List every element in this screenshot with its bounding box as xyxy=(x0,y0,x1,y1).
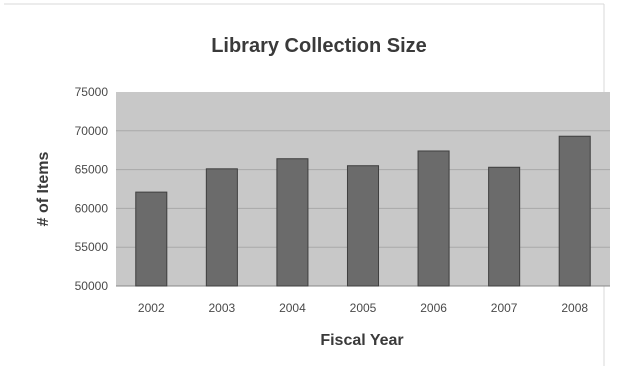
x-tick-label: 2008 xyxy=(561,301,588,315)
y-tick-label: 75000 xyxy=(75,85,109,99)
y-axis-tick-labels: 50000 55000 60000 65000 70000 75000 xyxy=(75,85,109,293)
chart-title: Library Collection Size xyxy=(211,35,427,57)
x-axis-title: Fiscal Year xyxy=(320,332,403,349)
y-axis-title: # of Items xyxy=(35,152,52,227)
y-tick-label: 60000 xyxy=(75,201,109,215)
x-tick-label: 2006 xyxy=(420,301,447,315)
bar-2004 xyxy=(276,158,309,287)
bar-2003 xyxy=(205,168,238,287)
x-tick-label: 2005 xyxy=(350,301,377,315)
bar-2006 xyxy=(417,150,450,287)
x-tick-label: 2002 xyxy=(138,301,165,315)
bar-2002 xyxy=(135,191,168,287)
x-tick-label: 2007 xyxy=(491,301,518,315)
y-tick-label: 50000 xyxy=(75,279,109,293)
bar-2005 xyxy=(346,165,380,287)
bar-2008 xyxy=(558,135,591,287)
x-tick-label: 2003 xyxy=(209,301,236,315)
bar-2007 xyxy=(488,166,521,287)
bars xyxy=(135,135,591,287)
y-tick-label: 70000 xyxy=(75,124,109,138)
x-axis-tick-labels: 2002 2003 2004 2005 2006 2007 2008 xyxy=(138,301,588,315)
y-tick-label: 65000 xyxy=(75,163,109,177)
y-tick-label: 55000 xyxy=(75,240,109,254)
x-tick-label: 2004 xyxy=(279,301,306,315)
